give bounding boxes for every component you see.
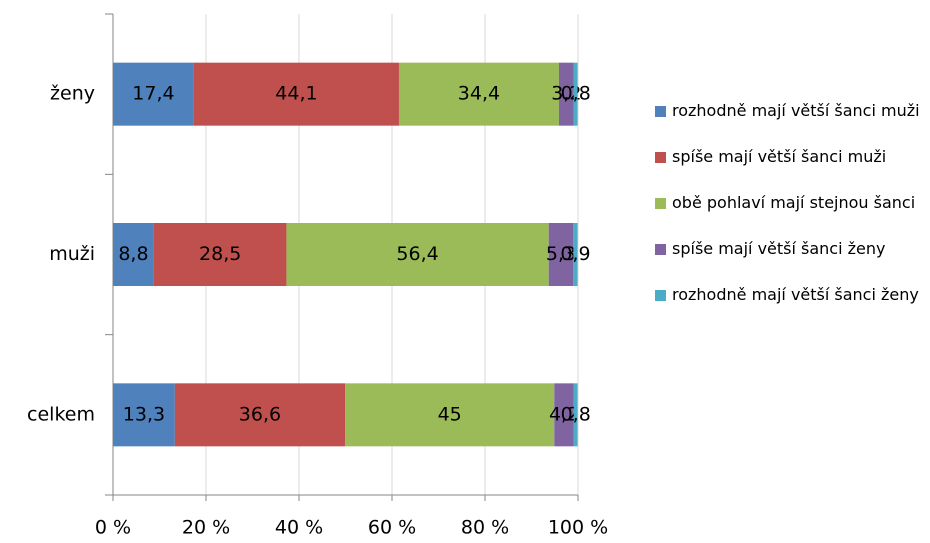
bar-segment xyxy=(113,223,154,286)
x-tick-label: 40 % xyxy=(275,517,323,539)
data-label: 56,4 xyxy=(396,243,438,265)
data-label: 0,9 xyxy=(560,243,590,265)
legend-label: rozhodně mají větší šanci muži xyxy=(672,101,920,120)
y-tick-label: celkem xyxy=(27,403,95,425)
bar-segment xyxy=(193,62,399,126)
legend-label: rozhodně mají větší šanci ženy xyxy=(672,285,919,304)
x-tick-label: 100 % xyxy=(548,517,608,539)
data-label: 4,2 xyxy=(549,403,579,425)
legend-item: obě pohlaví mají stejnou šanci xyxy=(655,188,923,218)
legend-item: rozhodně mají větší šanci muži xyxy=(655,96,923,126)
legend-label: spíše mají větší šanci muži xyxy=(672,147,887,166)
bar-segment xyxy=(573,223,578,286)
x-tick-label: 0 % xyxy=(95,517,131,539)
legend-swatch xyxy=(655,106,666,117)
x-tick-label: 80 % xyxy=(461,517,509,539)
bar-segment xyxy=(554,383,574,447)
bar-segment xyxy=(398,62,559,126)
data-label: 13,3 xyxy=(123,403,165,425)
x-tick-label: 20 % xyxy=(182,517,230,539)
bar-segment xyxy=(174,383,346,447)
bar-segment xyxy=(573,383,578,447)
data-label: 17,4 xyxy=(132,83,174,105)
data-label: 45 xyxy=(438,403,462,425)
x-tick-label: 60 % xyxy=(368,517,416,539)
legend-swatch xyxy=(655,244,666,255)
bar-segment xyxy=(153,223,287,286)
legend-item: spíše mají větší šanci ženy xyxy=(655,234,923,264)
data-label: 5,3 xyxy=(546,243,576,265)
bar-segment xyxy=(345,383,555,447)
bar-segment xyxy=(558,62,574,126)
legend-swatch xyxy=(655,198,666,209)
bar-segment xyxy=(113,383,175,447)
y-tick-label: muži xyxy=(49,243,95,265)
data-label: 0,8 xyxy=(561,83,591,105)
legend-item: spíše mají větší šanci muži xyxy=(655,142,923,172)
data-label: 34,4 xyxy=(458,83,500,105)
legend-label: spíše mají větší šanci ženy xyxy=(672,239,886,258)
bar-segment xyxy=(548,223,574,286)
legend-item: rozhodně mají větší šanci ženy xyxy=(655,280,923,310)
data-label: 36,6 xyxy=(239,403,281,425)
legend-label: obě pohlaví mají stejnou šanci xyxy=(672,193,916,212)
bar-segment xyxy=(286,223,549,286)
legend-swatch xyxy=(655,290,666,301)
legend-swatch xyxy=(655,152,666,163)
bar-segment xyxy=(573,62,578,126)
data-label: 44,1 xyxy=(275,83,317,105)
data-label: 8,8 xyxy=(118,243,148,265)
data-label: 28,5 xyxy=(199,243,241,265)
bar-segment xyxy=(113,62,194,126)
y-tick-label: ženy xyxy=(50,83,95,105)
data-label: 0,8 xyxy=(561,403,591,425)
legend: rozhodně mají větší šanci muži spíše mají… xyxy=(655,96,923,310)
